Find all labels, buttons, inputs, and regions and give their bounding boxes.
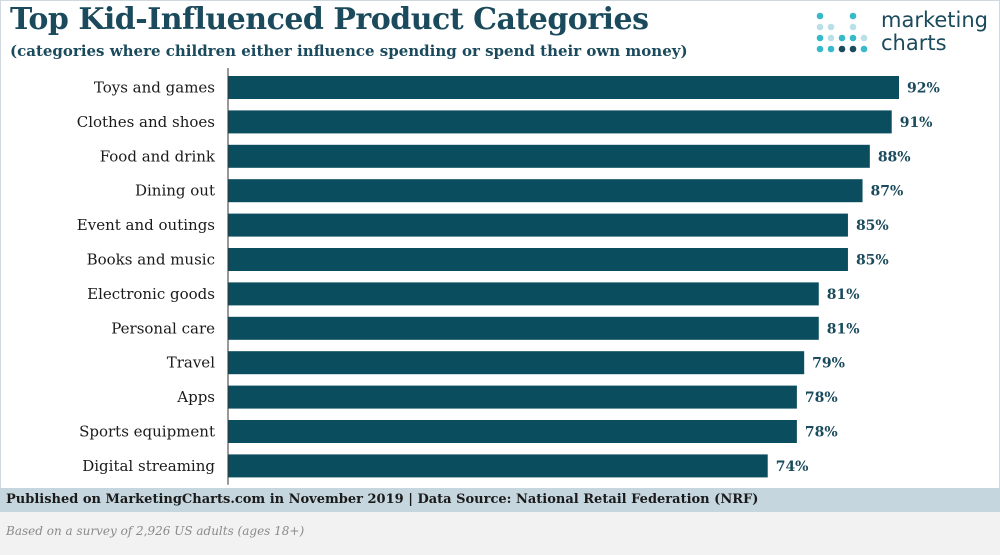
bar — [228, 351, 805, 375]
value-label: 81% — [827, 321, 860, 337]
bar — [228, 248, 848, 271]
chart-title: Top Kid-Influenced Product Categories — [10, 2, 649, 37]
category-label: Apps — [176, 388, 215, 406]
value-label: 81% — [827, 287, 860, 303]
marketing-charts-logo: marketing charts — [815, 9, 995, 60]
bar — [228, 420, 797, 443]
logo-dot — [849, 23, 857, 31]
category-label: Travel — [167, 354, 215, 372]
value-label: 87% — [871, 184, 904, 200]
bar — [228, 316, 819, 340]
bar-chart: Toys and games 92% Clothes and shoes 91% Foo… — [77, 68, 940, 485]
category-label: Event and outings — [77, 216, 215, 234]
logo-dot — [816, 12, 824, 20]
source-bar: Published on MarketingCharts.com in Nove… — [0, 488, 1000, 512]
logo-dot — [849, 34, 857, 42]
chart-subtitle: (categories where children either influe… — [10, 42, 688, 60]
category-label: Sports equipment — [79, 423, 215, 441]
category-label: Food and drink — [100, 147, 216, 165]
logo-dot — [816, 23, 824, 31]
category-label: Toys and games — [94, 79, 215, 97]
value-label: 78% — [805, 425, 838, 441]
value-label: 85% — [856, 218, 889, 234]
bar — [228, 454, 768, 478]
value-label: 92% — [907, 81, 940, 97]
logo-line-1: marketing — [881, 8, 988, 32]
logo-dot — [860, 45, 868, 53]
logo-wordmark: marketing charts — [881, 9, 988, 55]
dot-matrix-icon — [816, 12, 868, 53]
category-label: Digital streaming — [82, 457, 215, 475]
logo-dot — [827, 23, 835, 31]
bar — [228, 76, 899, 99]
logo-dot — [827, 34, 835, 42]
category-label: Electronic goods — [87, 285, 215, 303]
logo-dot — [849, 12, 857, 20]
bar — [228, 385, 797, 409]
logo-dot — [838, 45, 846, 53]
logo-dot — [816, 34, 824, 42]
logo-dot — [860, 34, 868, 42]
value-label: 78% — [805, 390, 838, 406]
value-label: 91% — [900, 115, 933, 131]
category-label: Books and music — [87, 251, 215, 269]
bar — [228, 179, 863, 203]
value-label: 74% — [776, 459, 809, 475]
logo-dot — [849, 45, 857, 53]
category-label: Personal care — [111, 319, 215, 337]
category-label: Dining out — [135, 182, 215, 200]
bar — [228, 282, 819, 306]
value-label: 85% — [856, 253, 889, 269]
category-label: Clothes and shoes — [77, 113, 215, 131]
bar — [228, 213, 848, 237]
value-label: 79% — [812, 356, 845, 372]
bar — [228, 144, 870, 168]
logo-line-2: charts — [881, 31, 947, 55]
value-label: 88% — [878, 149, 911, 165]
bar — [228, 110, 892, 134]
logo-dot — [838, 34, 846, 42]
survey-note: Based on a survey of 2,926 US adults (ag… — [0, 512, 1000, 555]
logo-dot — [816, 45, 824, 53]
logo-dot — [827, 45, 835, 53]
